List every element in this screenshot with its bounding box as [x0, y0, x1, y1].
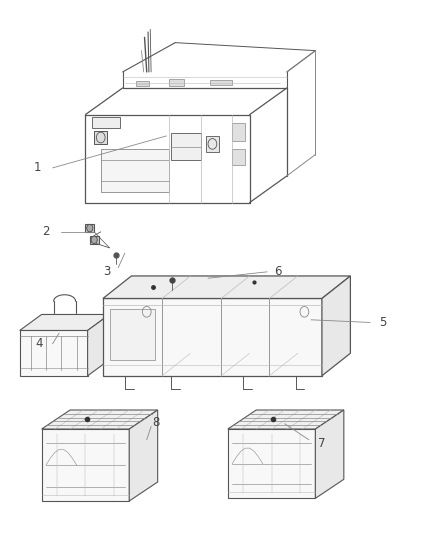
- Circle shape: [91, 236, 97, 244]
- Polygon shape: [42, 410, 158, 429]
- Polygon shape: [169, 79, 184, 86]
- Text: 3: 3: [104, 265, 111, 278]
- Polygon shape: [20, 314, 110, 330]
- Polygon shape: [228, 410, 344, 429]
- Text: 4: 4: [35, 337, 43, 350]
- Polygon shape: [315, 410, 344, 498]
- Polygon shape: [42, 429, 129, 501]
- Polygon shape: [103, 298, 322, 376]
- Polygon shape: [94, 131, 107, 144]
- Polygon shape: [88, 314, 110, 376]
- Text: 7: 7: [318, 437, 326, 450]
- Polygon shape: [20, 330, 88, 376]
- Polygon shape: [101, 149, 169, 192]
- Polygon shape: [90, 236, 99, 244]
- Polygon shape: [110, 309, 155, 360]
- Polygon shape: [171, 133, 201, 160]
- Text: 8: 8: [152, 416, 159, 429]
- Text: 6: 6: [274, 265, 282, 278]
- Polygon shape: [210, 80, 232, 85]
- Polygon shape: [136, 81, 149, 86]
- Text: 5: 5: [380, 316, 387, 329]
- Text: 2: 2: [42, 225, 50, 238]
- Polygon shape: [103, 276, 350, 298]
- Polygon shape: [129, 410, 158, 501]
- Polygon shape: [92, 117, 120, 128]
- Polygon shape: [322, 276, 350, 376]
- Polygon shape: [228, 429, 315, 498]
- Polygon shape: [232, 149, 245, 165]
- Text: 1: 1: [33, 161, 41, 174]
- Polygon shape: [85, 224, 94, 232]
- Circle shape: [87, 224, 93, 232]
- Polygon shape: [206, 136, 219, 152]
- Polygon shape: [232, 123, 245, 141]
